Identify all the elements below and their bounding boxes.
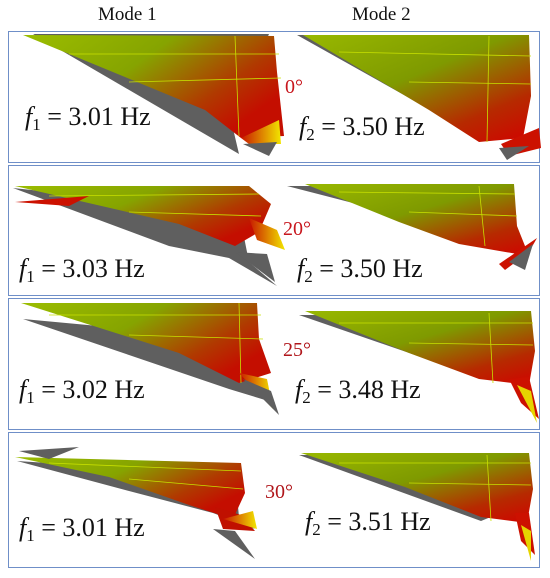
wing-mode1-25deg — [21, 302, 279, 415]
freq-mode2: f2 = 3.48 Hz — [295, 375, 421, 407]
angle-label: 0° — [285, 76, 303, 98]
mode2-header: Mode 2 — [352, 4, 411, 25]
freq-mode1: f1 = 3.03 Hz — [19, 254, 145, 286]
freq-mode1: f1 = 3.01 Hz — [25, 102, 151, 134]
wing-mode2-0deg — [297, 35, 541, 160]
freq-mode2: f2 = 3.50 Hz — [297, 254, 423, 286]
panel-20deg: f1 = 3.03 Hz f2 = 3.50 Hz 20° — [8, 165, 540, 296]
angle-label: 30° — [265, 481, 293, 503]
panel-30deg: f1 = 3.01 Hz f2 = 3.51 Hz 30° — [8, 432, 540, 568]
panel-25deg: f1 = 3.02 Hz f2 = 3.48 Hz 25° — [8, 298, 540, 430]
wing-mode1-0deg — [23, 34, 284, 156]
angle-label: 25° — [283, 339, 311, 361]
wing-mode2-30deg — [299, 453, 535, 561]
freq-mode2: f2 = 3.51 Hz — [305, 507, 431, 539]
freq-mode1: f1 = 3.02 Hz — [19, 375, 145, 407]
panel-0deg: f1 = 3.01 Hz f2 = 3.50 Hz 0° — [8, 31, 541, 163]
freq-mode2: f2 = 3.50 Hz — [299, 112, 425, 144]
wing-mode1-30deg — [15, 447, 257, 559]
wing-mode2-25deg — [299, 311, 539, 423]
freq-mode1: f1 = 3.01 Hz — [19, 513, 145, 545]
angle-label: 20° — [283, 218, 311, 240]
mode1-header: Mode 1 — [98, 4, 157, 25]
wing-mode1-20deg — [13, 186, 285, 286]
wing-mode2-20deg — [287, 184, 537, 270]
